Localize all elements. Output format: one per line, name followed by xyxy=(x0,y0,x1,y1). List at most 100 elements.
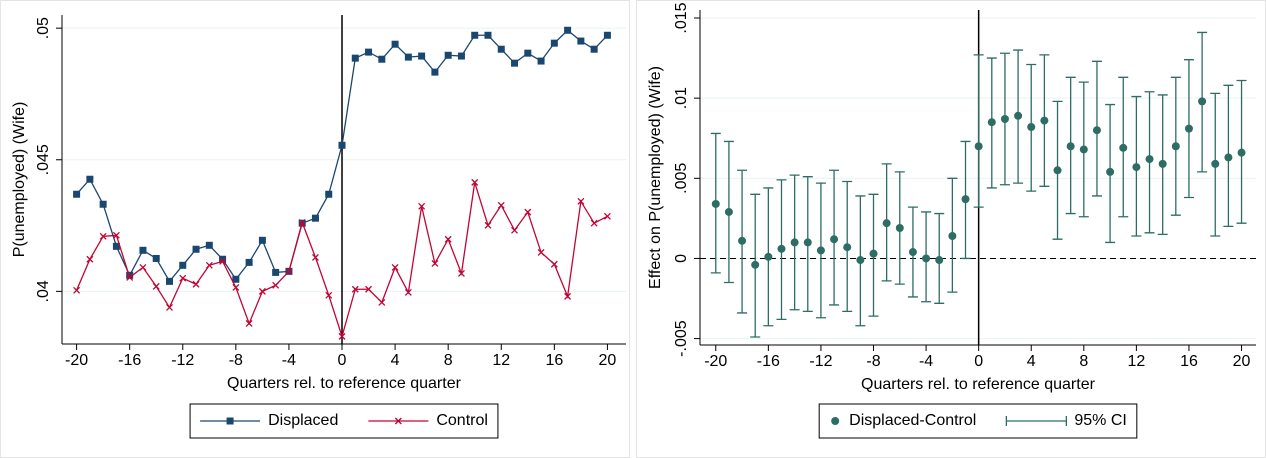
y-axis-label: P(unemployed) (Wife) xyxy=(11,102,28,258)
marker xyxy=(219,257,227,265)
x-tick-label: -20 xyxy=(65,352,88,369)
legend-label: 95% CI xyxy=(1074,412,1126,429)
point xyxy=(1027,123,1036,132)
marker xyxy=(311,214,319,222)
x-tick-label: -12 xyxy=(809,353,832,370)
marker xyxy=(577,197,585,205)
marker xyxy=(564,292,572,300)
marker xyxy=(325,291,333,299)
point xyxy=(830,235,839,244)
x-axis-label: Quarters rel. to reference quarter xyxy=(861,376,1096,393)
marker xyxy=(418,52,426,60)
point xyxy=(764,252,773,261)
marker xyxy=(484,31,492,39)
marker xyxy=(112,242,120,250)
point xyxy=(711,199,720,208)
point xyxy=(790,238,799,247)
x-tick-label: -16 xyxy=(757,353,780,370)
legend-label: Control xyxy=(436,412,488,429)
point xyxy=(1119,143,1128,152)
chart-left: .04 .045 .05 -20 -16 -12 -8 -4 0 4 8 12 16 20 P(unempl… xyxy=(0,0,630,458)
marker xyxy=(550,39,558,47)
point xyxy=(961,195,970,204)
point xyxy=(1224,153,1233,162)
point xyxy=(1040,116,1049,125)
marker xyxy=(524,208,532,216)
error-bar xyxy=(973,54,984,208)
point xyxy=(1053,166,1062,175)
point xyxy=(751,260,760,269)
marker xyxy=(404,53,412,61)
x-tick-label: 12 xyxy=(492,352,510,369)
x-tick-label: 16 xyxy=(1180,353,1198,370)
marker xyxy=(86,255,94,263)
point xyxy=(987,118,996,127)
point xyxy=(1066,142,1075,151)
marker xyxy=(497,201,505,209)
point xyxy=(1211,159,1220,168)
marker xyxy=(245,320,253,327)
point xyxy=(882,219,891,228)
marker xyxy=(444,51,452,59)
marker xyxy=(365,285,373,293)
marker xyxy=(192,245,200,253)
point xyxy=(1014,111,1023,120)
point xyxy=(724,207,733,216)
marker xyxy=(471,178,479,186)
legend-marker xyxy=(394,417,402,425)
x-tick-label: 12 xyxy=(1127,353,1145,370)
point xyxy=(922,254,931,263)
point xyxy=(738,236,747,245)
marker xyxy=(577,37,585,45)
x-tick-label: 16 xyxy=(545,352,563,369)
marker xyxy=(73,286,81,294)
marker xyxy=(431,260,439,267)
point xyxy=(1079,145,1088,154)
x-tick-label: 4 xyxy=(391,352,400,369)
y-tick-label: .045 xyxy=(35,144,52,175)
marker xyxy=(205,261,213,269)
point xyxy=(1198,97,1207,106)
marker xyxy=(457,52,465,60)
point xyxy=(856,256,865,265)
marker xyxy=(404,288,412,296)
marker xyxy=(338,141,346,149)
x-tick-label: 20 xyxy=(599,352,617,369)
panel-border xyxy=(636,0,1266,458)
marker xyxy=(179,261,187,269)
marker xyxy=(126,273,134,281)
x-tick-label: -8 xyxy=(229,352,243,369)
point xyxy=(1184,124,1193,133)
point xyxy=(908,248,917,257)
point xyxy=(843,243,852,252)
marker xyxy=(338,332,346,340)
marker xyxy=(564,26,572,34)
y-tick-label: 0 xyxy=(673,254,690,263)
point xyxy=(1171,142,1180,151)
point xyxy=(816,246,825,255)
chart-right: -.005 0 .005 .01 .015 -20 -16 -12 -8 -4 0 4 8 12 16 20 E… xyxy=(636,0,1266,458)
marker xyxy=(471,31,479,39)
x-tick-label: -16 xyxy=(118,352,141,369)
marker xyxy=(179,274,187,282)
marker xyxy=(603,31,611,39)
marker xyxy=(418,202,426,210)
x-tick-label: -20 xyxy=(704,353,727,370)
x-tick-label: 8 xyxy=(1079,353,1088,370)
point xyxy=(1132,163,1141,172)
x-tick-label: -4 xyxy=(282,352,296,369)
marker xyxy=(232,283,240,291)
marker xyxy=(590,45,598,53)
marker xyxy=(152,254,160,262)
marker xyxy=(112,231,120,239)
marker xyxy=(351,54,359,62)
point xyxy=(1106,167,1115,176)
marker xyxy=(139,246,147,254)
point xyxy=(1000,114,1009,123)
y-tick-label: -.005 xyxy=(673,320,690,357)
x-tick-label: 8 xyxy=(444,352,453,369)
marker xyxy=(219,255,227,263)
y-axis-label: Effect on P(unemployed) (Wife) xyxy=(647,66,664,289)
legend-box xyxy=(818,403,1138,439)
legend-marker xyxy=(831,417,840,425)
